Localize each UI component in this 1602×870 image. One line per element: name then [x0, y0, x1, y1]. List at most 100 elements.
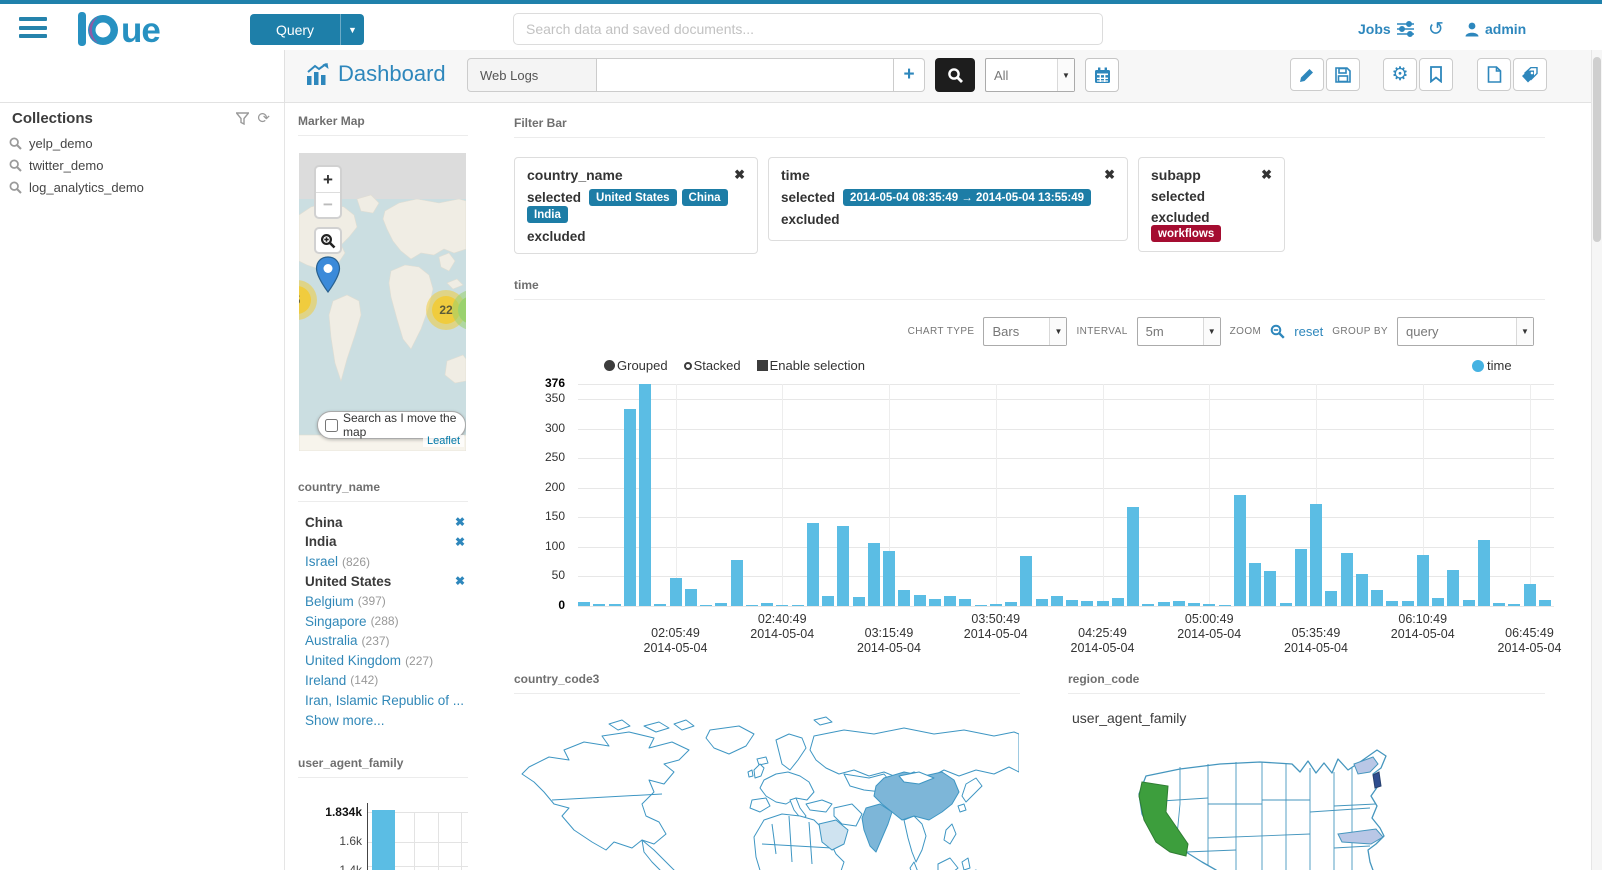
chart-bar[interactable]	[1157, 601, 1170, 606]
chart-bar[interactable]	[1035, 598, 1048, 606]
chart-type-select[interactable]: Bars ▼	[983, 316, 1068, 346]
chart-bar[interactable]	[1401, 601, 1414, 606]
chart-bar[interactable]	[654, 604, 667, 606]
chart-bar[interactable]	[1279, 603, 1292, 606]
chart-bar[interactable]	[837, 525, 850, 606]
chart-bar[interactable]	[806, 522, 819, 606]
chart-bar[interactable]	[715, 603, 728, 606]
collection-item[interactable]: yelp_demo	[9, 136, 93, 151]
chart-bar[interactable]	[1386, 601, 1399, 606]
marker-cluster[interactable]: 5	[299, 280, 317, 320]
stacked-radio[interactable]: Stacked	[683, 358, 741, 373]
hue-logo[interactable]: ue	[78, 10, 178, 48]
zoom-out-icon[interactable]	[1270, 324, 1285, 339]
chart-bar[interactable]	[745, 604, 758, 606]
chart-bar[interactable]	[1523, 584, 1536, 606]
jobs-link[interactable]: Jobs	[1358, 17, 1415, 41]
map-marker-pin[interactable]	[315, 256, 341, 294]
time-bar-chart[interactable]: 02:05:49 2014-05-04 02:40:49 2014-05-04 03:1…	[578, 384, 1561, 655]
chart-bar[interactable]	[593, 604, 606, 606]
chart-bar[interactable]	[1111, 598, 1124, 606]
filter-funnel-icon[interactable]	[235, 112, 251, 128]
chart-bar[interactable]	[883, 551, 895, 606]
settings-button[interactable]: ⚙	[1383, 58, 1417, 91]
facet-item[interactable]: Australia (237)	[305, 631, 465, 651]
interval-select[interactable]: 5m ▼	[1136, 316, 1221, 346]
refresh-icon[interactable]: ⟳	[257, 110, 270, 127]
new-document-button[interactable]	[1477, 58, 1511, 91]
dashboard-search-input[interactable]	[597, 58, 894, 92]
save-dashboard-button[interactable]	[1326, 58, 1360, 91]
calendar-button[interactable]	[1085, 58, 1119, 92]
filter-card-close-icon[interactable]: ✖	[1104, 167, 1115, 182]
chart-bar[interactable]	[913, 594, 926, 606]
facet-remove-icon[interactable]: ✖	[454, 534, 465, 549]
us-choropleth-map[interactable]	[1130, 742, 1420, 870]
facet-item[interactable]: Ireland (142)	[305, 670, 465, 690]
chart-bar[interactable]	[1355, 573, 1368, 606]
chart-bar[interactable]	[578, 602, 590, 606]
chart-bar[interactable]	[1096, 600, 1109, 606]
chart-bar[interactable]	[852, 597, 865, 606]
chart-bar[interactable]	[1264, 571, 1277, 606]
filter-value-badge[interactable]: 2014-05-04 08:35:49 → 2014-05-04 13:55:4…	[843, 189, 1092, 206]
chart-bar[interactable]	[1249, 562, 1261, 606]
add-widget-button[interactable]: +	[894, 58, 925, 92]
tags-button[interactable]	[1513, 58, 1547, 91]
collection-item[interactable]: twitter_demo	[9, 158, 103, 173]
facet-item[interactable]: Iran, Islamic Republic of ...	[305, 690, 465, 710]
chart-bar[interactable]	[761, 603, 773, 606]
chart-bar[interactable]	[928, 598, 941, 606]
facet-item-label[interactable]: Singapore	[305, 613, 367, 629]
chart-bar[interactable]	[1066, 600, 1078, 606]
collection-name-field[interactable]: Web Logs	[467, 58, 597, 92]
chart-bar[interactable]	[623, 409, 636, 606]
chart-bar[interactable]	[1203, 603, 1216, 606]
chart-bar[interactable]	[1294, 548, 1307, 606]
facet-item[interactable]: Singapore (288)	[305, 611, 465, 631]
chart-bar[interactable]	[1188, 603, 1200, 606]
history-link[interactable]: ↺	[1428, 17, 1444, 41]
chart-bar[interactable]	[1020, 556, 1033, 606]
zoom-reset-link[interactable]: reset	[1294, 323, 1324, 339]
chart-bar[interactable]	[974, 604, 987, 606]
map-zoom-out-button[interactable]: −	[316, 192, 340, 217]
facet-show-more[interactable]: Show more...	[305, 710, 465, 730]
facet-item-label[interactable]: China	[305, 514, 343, 530]
chart-bar[interactable]	[639, 384, 651, 606]
chart-bar[interactable]	[1462, 600, 1475, 606]
map-magnify-button[interactable]	[314, 227, 342, 254]
chart-bar[interactable]	[1538, 600, 1551, 606]
chart-bar[interactable]	[1127, 506, 1139, 606]
time-field-select[interactable]: All ▼	[985, 58, 1075, 92]
query-button[interactable]: Query ▼	[250, 14, 364, 45]
chart-bar[interactable]	[1325, 591, 1338, 606]
mini-chart-bar[interactable]	[372, 810, 395, 870]
chart-bar[interactable]	[989, 604, 1002, 606]
chart-bar[interactable]	[1432, 598, 1444, 606]
chart-bar[interactable]	[1050, 595, 1063, 606]
facet-item-label[interactable]: Australia	[305, 633, 358, 649]
chart-bar[interactable]	[1447, 569, 1460, 606]
user-menu[interactable]: admin	[1465, 17, 1526, 41]
filter-value-badge[interactable]: United States	[589, 189, 677, 206]
chart-bar[interactable]	[1081, 601, 1094, 606]
facet-item[interactable]: United Kingdom (227)	[305, 651, 465, 671]
map-zoom-in-button[interactable]: +	[323, 169, 333, 189]
chart-bar[interactable]	[730, 559, 743, 606]
hamburger-menu-icon[interactable]	[19, 17, 47, 38]
scrollbar-track[interactable]	[1591, 50, 1602, 870]
facet-remove-icon[interactable]: ✖	[454, 515, 465, 529]
facet-item-label[interactable]: Ireland	[305, 672, 347, 688]
search-submit-button[interactable]	[935, 58, 975, 92]
facet-item[interactable]: India ✖	[305, 532, 465, 552]
chart-bar[interactable]	[898, 590, 911, 606]
facet-item[interactable]: United States ✖	[305, 571, 465, 591]
chart-bar[interactable]	[1340, 552, 1353, 606]
facet-item-label[interactable]: Iran, Islamic Republic of ...	[305, 692, 465, 708]
chart-bar[interactable]	[700, 604, 712, 606]
global-search-input[interactable]	[513, 13, 1103, 45]
filter-value-badge[interactable]: India	[527, 206, 568, 223]
query-button-label[interactable]: Query	[275, 21, 315, 38]
chart-bar[interactable]	[944, 595, 956, 606]
